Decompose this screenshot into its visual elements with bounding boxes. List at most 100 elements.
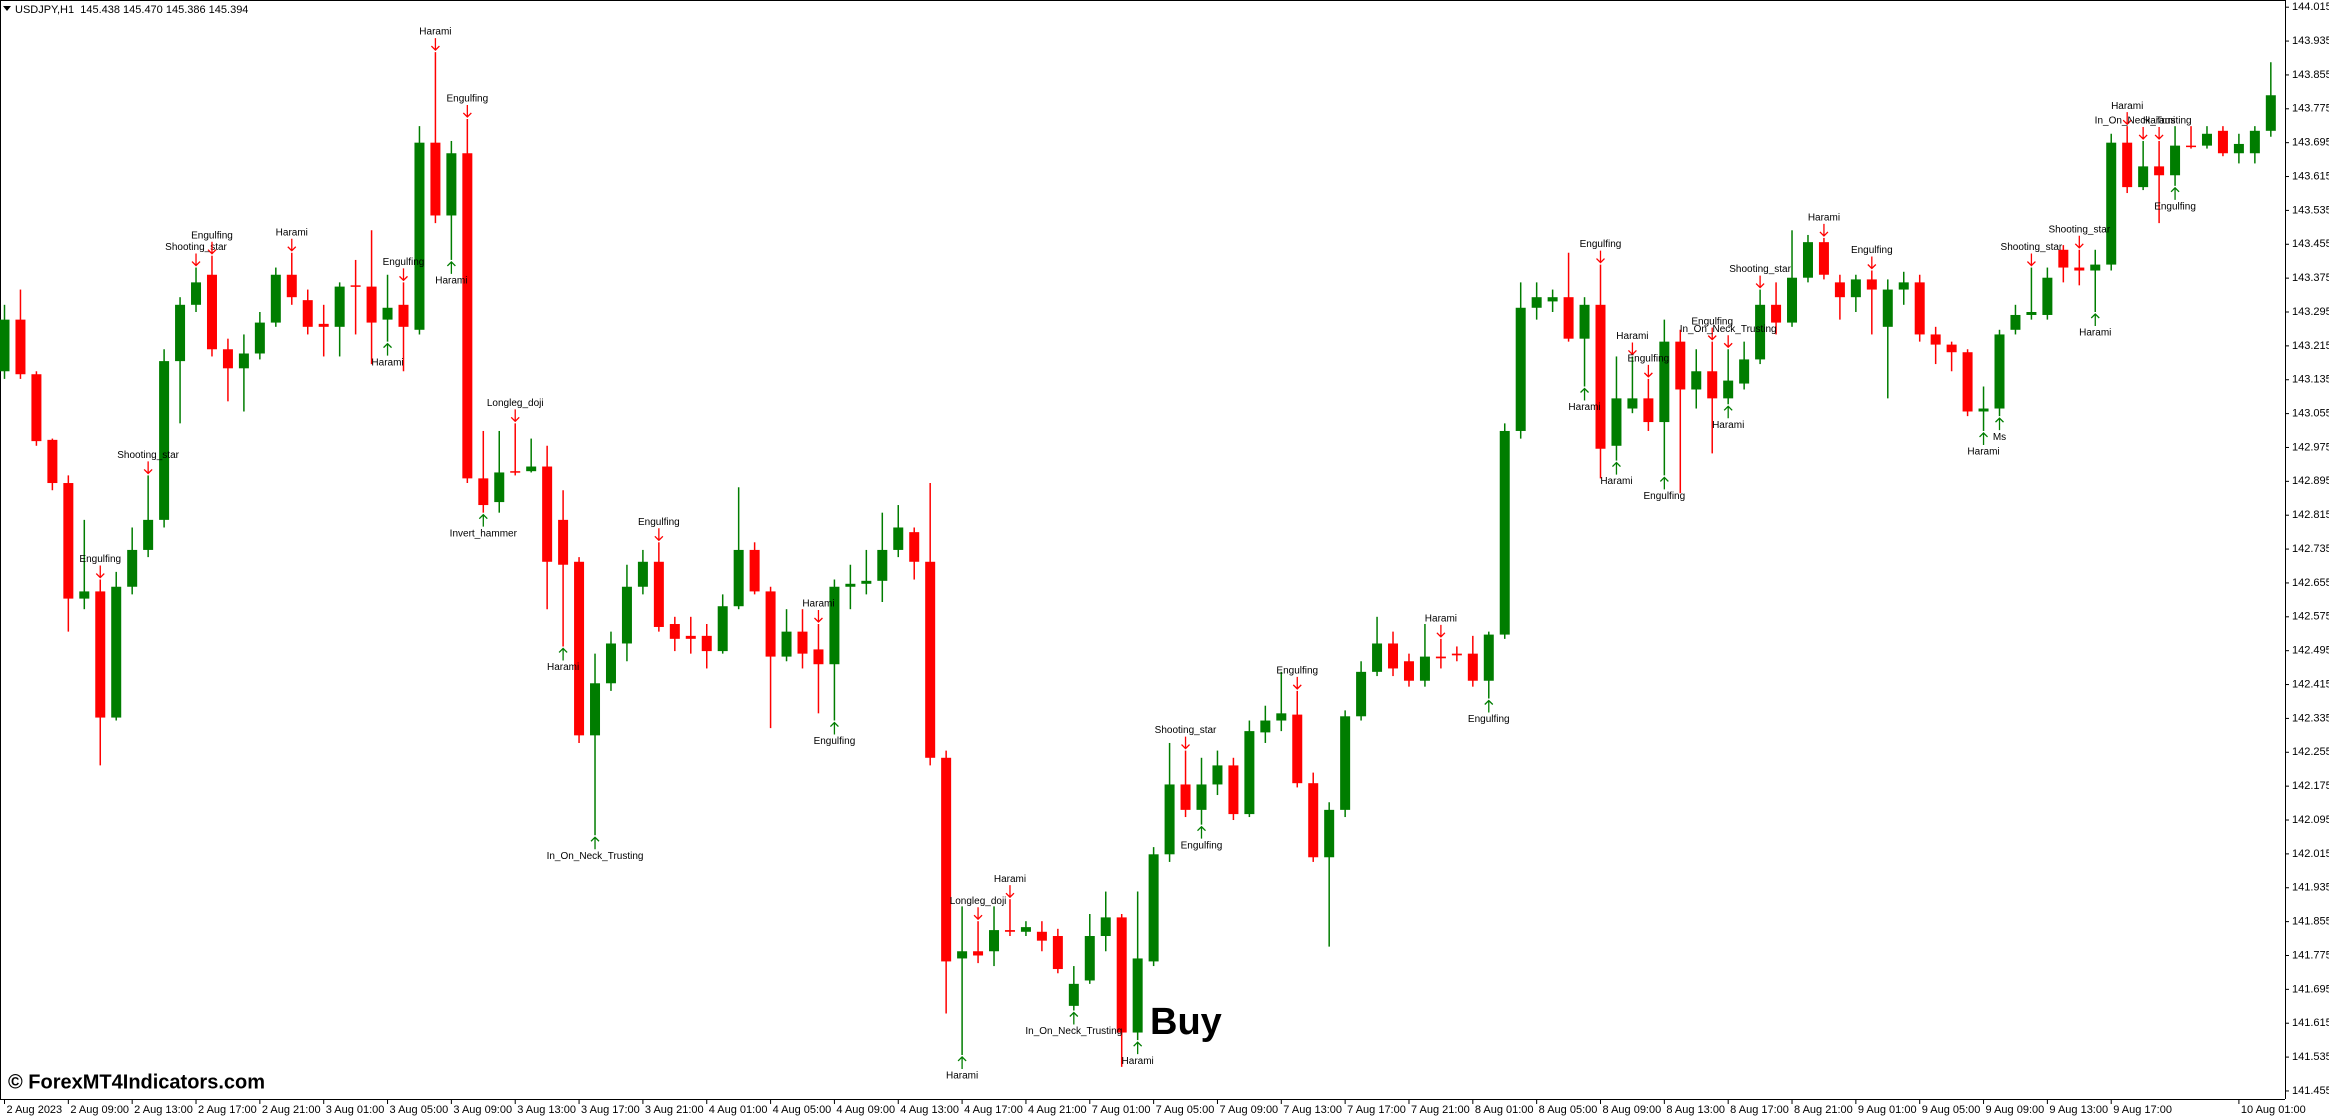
- x-tick-label: 8 Aug 09:00: [1603, 1104, 1662, 1116]
- symbol-header: USDJPY,H1 145.438 145.470 145.386 145.39…: [15, 4, 248, 16]
- candle-body: [127, 549, 138, 587]
- watermark: © ForexMT4Indicators.com: [8, 1071, 265, 1093]
- pattern-label: Shooting_star: [165, 242, 227, 253]
- candle-body: [1164, 784, 1175, 855]
- pattern-label: Harami: [1122, 1056, 1154, 1067]
- candle-body: [238, 353, 249, 369]
- candle-body: [1228, 765, 1239, 815]
- pattern-label: In_On_Neck_Trusting: [2095, 116, 2192, 127]
- candle-body: [1962, 352, 1973, 412]
- candle-body: [1850, 279, 1861, 298]
- candle-body: [1180, 784, 1191, 810]
- y-tick-label: 142.015: [2292, 848, 2329, 860]
- x-tick-label: 8 Aug 01:00: [1475, 1104, 1534, 1116]
- pattern-label: Shooting_star: [117, 450, 179, 461]
- candle-body: [1084, 936, 1095, 981]
- candle-body: [1132, 958, 1143, 1033]
- candle-body: [2026, 312, 2037, 315]
- candle-body: [574, 561, 585, 736]
- y-tick-label: 143.375: [2292, 272, 2329, 284]
- candle-body: [175, 304, 186, 362]
- candle-body: [1292, 714, 1303, 784]
- candle-body: [1308, 783, 1319, 858]
- candle-body: [1435, 656, 1446, 659]
- pattern-label: Shooting_star: [2001, 242, 2063, 253]
- candle-body: [1260, 720, 1271, 733]
- pattern-label: In_On_Neck_Trusting: [1680, 324, 1777, 335]
- pattern-arrow: [1436, 624, 1446, 638]
- x-tick-label: 2 Aug 09:00: [70, 1104, 129, 1116]
- candle-body: [2074, 267, 2085, 271]
- y-tick-label: 143.855: [2292, 69, 2329, 81]
- candle-body: [590, 683, 601, 736]
- candle-body: [1914, 282, 1925, 335]
- y-tick-label: 141.855: [2292, 916, 2329, 928]
- candle-body: [669, 624, 680, 639]
- pattern-arrow: [1069, 1011, 1079, 1025]
- y-tick-label: 143.455: [2292, 238, 2329, 250]
- candle-body: [494, 472, 505, 503]
- pattern-label: Engulfing: [638, 517, 680, 528]
- candle-body: [191, 282, 202, 305]
- pattern-label: Longleg_doji: [487, 398, 544, 409]
- pattern-arrow: [1979, 432, 1988, 445]
- y-tick-label: 142.415: [2292, 678, 2329, 690]
- candle-body: [1643, 398, 1654, 423]
- candle-body: [2265, 95, 2276, 131]
- pattern-arrow: [1995, 417, 2004, 431]
- pattern-arrow: [383, 342, 392, 356]
- candle-body: [2010, 314, 2021, 330]
- pattern-arrow: [590, 836, 600, 850]
- candle-body: [605, 643, 616, 684]
- candle-body: [1276, 713, 1287, 721]
- pattern-arrow: [446, 261, 456, 274]
- y-tick-label: 143.135: [2292, 374, 2329, 386]
- pattern-arrow: [207, 241, 217, 255]
- symbol-menu-icon: [3, 6, 11, 11]
- pattern-arrow: [1627, 342, 1637, 356]
- candle-body: [430, 142, 441, 216]
- candle-body: [1467, 653, 1478, 681]
- candle-body: [1036, 931, 1047, 941]
- pattern-arrow: [2154, 126, 2164, 140]
- pattern-label: Longleg_doji: [950, 896, 1007, 907]
- candle-body: [1723, 380, 1734, 399]
- candle-body: [1787, 277, 1798, 323]
- candle-body: [957, 951, 968, 959]
- candle-body: [2249, 130, 2260, 154]
- y-tick-label: 143.055: [2292, 408, 2329, 420]
- y-tick-label: 141.615: [2292, 1017, 2329, 1029]
- y-tick-label: 143.215: [2292, 340, 2329, 352]
- y-tick-label: 143.535: [2292, 204, 2329, 216]
- pattern-label: Engulfing: [446, 94, 488, 105]
- x-tick-label: 9 Aug 09:00: [1986, 1104, 2045, 1116]
- candle-body: [366, 286, 377, 323]
- pattern-label: Engulfing: [1691, 316, 1733, 327]
- candle-body: [542, 466, 553, 562]
- pattern-label: Engulfing: [1851, 245, 1893, 256]
- candle-body: [1659, 341, 1670, 423]
- pattern-arrow: [1005, 885, 1015, 899]
- buy-signal-label: Buy: [1150, 1001, 1222, 1043]
- candle-body: [781, 631, 792, 657]
- y-tick-label: 142.095: [2292, 814, 2329, 826]
- candle-body: [2201, 133, 2212, 146]
- pattern-label: Harami: [371, 357, 403, 368]
- pattern-label: Harami: [276, 227, 308, 238]
- candle-body: [829, 586, 840, 665]
- candle-body: [861, 580, 872, 584]
- candle-body: [398, 304, 409, 327]
- candle-body: [733, 549, 744, 607]
- x-tick-label: 7 Aug 09:00: [1219, 1104, 1278, 1116]
- candle-body: [2186, 145, 2197, 148]
- candle-body: [1451, 653, 1462, 656]
- y-tick-label: 141.455: [2292, 1085, 2329, 1097]
- candle-body: [95, 591, 106, 718]
- candle-body: [2170, 145, 2181, 176]
- candle-body: [334, 286, 345, 327]
- candle-body: [1212, 765, 1223, 785]
- pattern-arrow: [1723, 405, 1733, 419]
- y-tick-label: 142.575: [2292, 611, 2329, 623]
- y-tick-label: 141.695: [2292, 983, 2329, 995]
- candle-body: [1499, 430, 1510, 635]
